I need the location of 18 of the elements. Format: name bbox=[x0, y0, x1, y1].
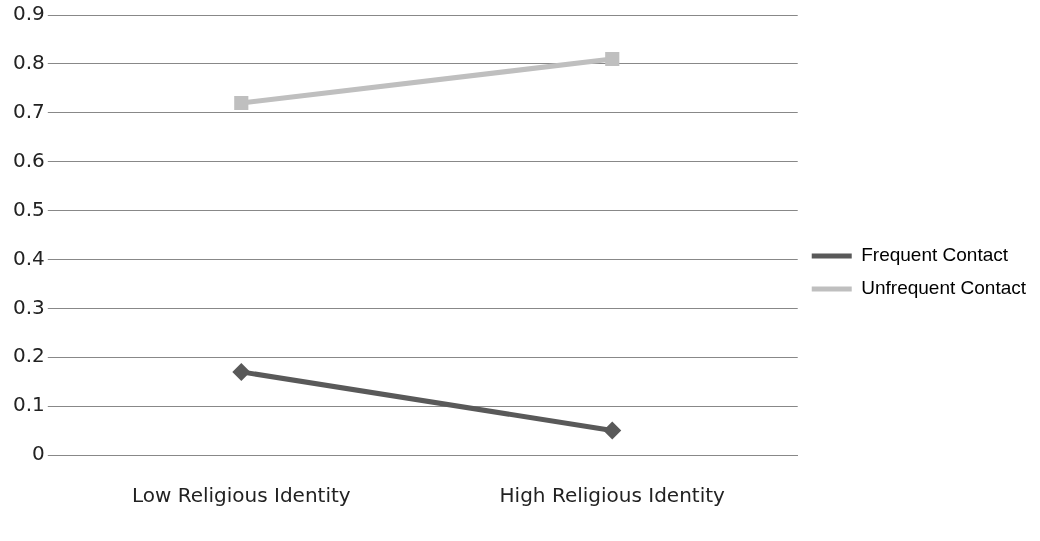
y-tick-label: 0.9 bbox=[12, 1, 45, 26]
y-tick-label: 0.1 bbox=[12, 392, 45, 417]
y-tick-label: 0.5 bbox=[12, 196, 45, 221]
y-tick-label: 0.2 bbox=[12, 343, 45, 368]
point bbox=[234, 95, 249, 111]
y-tick-label: 0.4 bbox=[12, 245, 45, 270]
y-tick-label: 0.8 bbox=[12, 50, 45, 75]
y-tick-label: 0.3 bbox=[12, 294, 45, 319]
x-tick-label: High Religious Identity bbox=[499, 483, 726, 508]
y-tick-label: 0.7 bbox=[12, 98, 45, 123]
x-tick-label: Low Religious Identity bbox=[131, 483, 351, 508]
legend-label: Frequent Contact bbox=[861, 244, 1009, 266]
y-tick-label: 0 bbox=[32, 441, 45, 466]
y-tick-label: 0.6 bbox=[12, 147, 45, 172]
point bbox=[232, 362, 251, 381]
point bbox=[605, 51, 620, 67]
legend-label: Unfrequent Contact bbox=[861, 277, 1027, 299]
point bbox=[603, 421, 622, 440]
